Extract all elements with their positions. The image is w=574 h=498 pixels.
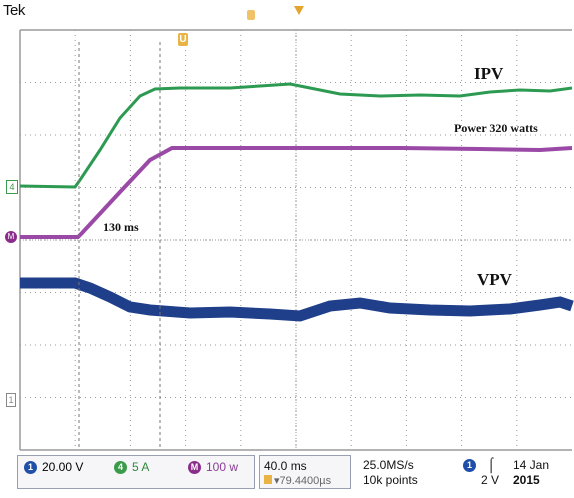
cursor-u-marker-icon[interactable]: U	[178, 33, 188, 46]
vpv-label: VPV	[477, 270, 512, 289]
math-icon: M	[188, 460, 201, 474]
trigger-offset-value: ▾79.4400µs	[274, 475, 332, 487]
ipv-label: IPV	[474, 64, 504, 83]
trigger-slope-icon: ⌠	[487, 456, 496, 472]
brand-label: Tek	[3, 2, 25, 19]
power-label: Power 320 watts	[454, 121, 538, 135]
ch4-icon: 4	[114, 460, 127, 474]
trigger-marker-icon[interactable]	[294, 6, 304, 15]
date-box: 14 Jan 2015	[509, 455, 571, 489]
timebase-value: 40.0 ms	[264, 459, 307, 473]
channel-readout-box: 1 20.00 V 4 5 A M 100 w	[17, 455, 255, 489]
math-scale: 100 w	[206, 460, 239, 474]
timebase-box[interactable]: 40.0 ms ▾79.4400µs	[259, 455, 351, 489]
trigger-offset: ▾79.4400µs	[264, 474, 331, 487]
rise-time-label: 130 ms	[103, 220, 139, 234]
trigger-source-icon: 1	[463, 459, 476, 472]
cursor-marker-icon[interactable]	[247, 10, 255, 20]
ch4-marker-icon[interactable]: 4	[6, 180, 18, 194]
voltage-trace	[20, 277, 574, 322]
trigger-offset-icon	[264, 475, 272, 484]
ch1-scale: 20.00 V	[42, 460, 84, 474]
date-year: 2015	[513, 473, 540, 487]
ch1-icon: 1	[24, 460, 37, 474]
acquisition-box[interactable]: 25.0MS/s 10k points	[353, 455, 457, 489]
ch4-readout[interactable]: 4 5 A	[114, 460, 149, 474]
date-day: 14 Jan	[513, 458, 550, 472]
math-marker-icon[interactable]: M	[5, 231, 17, 243]
power-trace	[20, 146, 573, 239]
trigger-level: 2 V	[481, 473, 500, 487]
status-bar: 1 20.00 V 4 5 A M 100 w 40.0 ms ▾79.4400…	[17, 455, 573, 491]
trigger-box[interactable]: 1 ⌠ 2 V	[459, 455, 507, 489]
sample-rate: 25.0MS/s	[363, 458, 414, 472]
grid	[19, 29, 572, 451]
current-trace	[19, 82, 573, 189]
ch1-readout[interactable]: 1 20.00 V	[24, 460, 83, 474]
math-readout[interactable]: M 100 w	[188, 460, 238, 474]
ch1-marker-icon[interactable]: 1	[6, 393, 16, 407]
record-length: 10k points	[363, 473, 418, 487]
ch4-scale: 5 A	[132, 460, 150, 474]
